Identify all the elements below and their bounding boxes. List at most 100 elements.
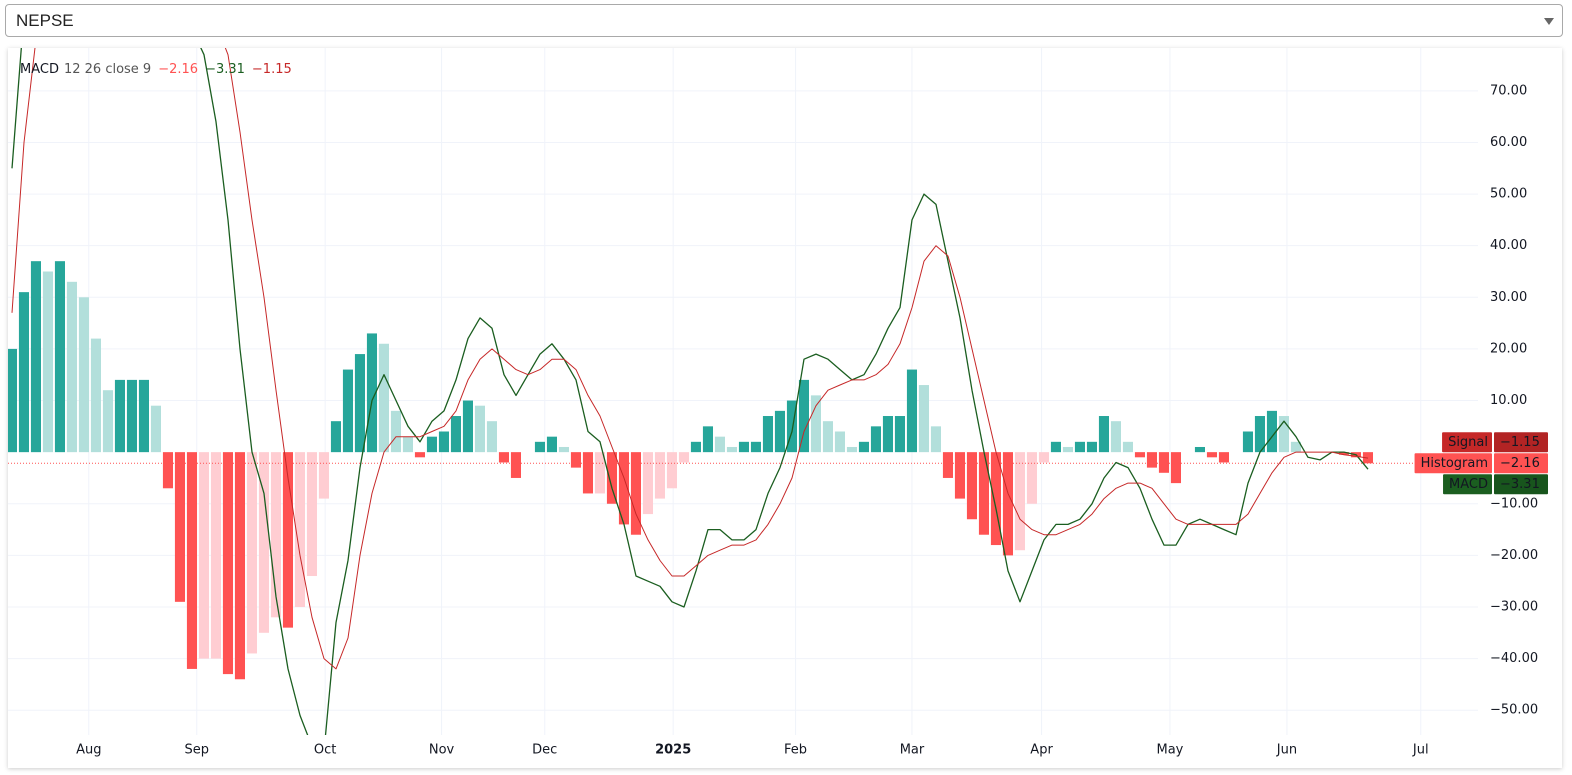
y-tick-label: −20.00 bbox=[1490, 548, 1538, 563]
histogram-bar bbox=[510, 452, 521, 478]
x-tick-label: Sep bbox=[185, 743, 210, 758]
histogram-bar bbox=[414, 452, 425, 458]
histogram-bar bbox=[474, 405, 485, 453]
x-tick-label: Feb bbox=[784, 743, 807, 758]
histogram-bar bbox=[702, 426, 713, 453]
y-tick-label: −40.00 bbox=[1490, 651, 1538, 666]
histogram-bar bbox=[102, 390, 113, 453]
histogram-bar bbox=[666, 452, 677, 489]
y-tick-label: −10.00 bbox=[1490, 496, 1538, 511]
axes: 70.00 60.00 50.00 40.00 30.00 20.00 10.00 −10.0… bbox=[76, 83, 1538, 757]
histogram-bar bbox=[1266, 410, 1277, 453]
histogram-bar bbox=[942, 452, 953, 478]
histogram-bar bbox=[8, 348, 17, 453]
tag-name: Histogram bbox=[1421, 456, 1488, 471]
histogram-bar bbox=[366, 333, 377, 453]
y-tick-label: 70.00 bbox=[1490, 83, 1527, 98]
histogram-bar bbox=[1050, 441, 1061, 453]
histogram-bar bbox=[1026, 452, 1037, 504]
histogram-bar bbox=[426, 436, 437, 453]
histogram-bar bbox=[114, 379, 125, 453]
legend-value: −2.16 bbox=[158, 62, 198, 77]
histogram-bar bbox=[534, 441, 545, 453]
histogram-bar bbox=[498, 452, 509, 463]
histogram-bar bbox=[978, 452, 989, 535]
series-line bbox=[11, 48, 1369, 670]
histogram-bar bbox=[762, 416, 773, 453]
histogram-bar bbox=[1290, 441, 1301, 453]
histogram-bar bbox=[150, 405, 161, 453]
histogram-bar bbox=[930, 426, 941, 453]
histogram-bar bbox=[774, 410, 785, 453]
histogram-bar bbox=[558, 446, 569, 453]
histogram-bar bbox=[642, 452, 653, 515]
histogram-bar bbox=[90, 338, 101, 453]
legend-params: 12 26 close 9 bbox=[64, 62, 151, 77]
x-tick-label: Mar bbox=[900, 743, 925, 758]
x-tick-label: 2025 bbox=[655, 743, 691, 758]
histogram-bar bbox=[990, 452, 1001, 546]
histogram-bar bbox=[30, 261, 41, 453]
histogram-bar bbox=[294, 452, 305, 607]
histogram-bar bbox=[630, 452, 641, 535]
histogram-bar bbox=[798, 379, 809, 453]
histogram-bar bbox=[846, 446, 857, 453]
histogram-bar bbox=[618, 452, 629, 525]
histogram-bar bbox=[162, 452, 173, 489]
price-tags: Histogram −2.16 MACD −3.31 Signal −1.15 bbox=[1414, 432, 1548, 495]
histogram-bar bbox=[1170, 452, 1181, 484]
histogram-bar bbox=[282, 452, 293, 628]
histogram-bar bbox=[1242, 431, 1253, 453]
y-tick-label: 60.00 bbox=[1490, 135, 1527, 150]
histogram-bar bbox=[270, 452, 281, 618]
histogram-bar bbox=[918, 385, 929, 453]
symbol-value: NEPSE bbox=[16, 11, 74, 30]
histogram-bar bbox=[246, 452, 257, 654]
histogram-bar bbox=[810, 395, 821, 453]
histogram-bar bbox=[834, 431, 845, 453]
histogram-bar bbox=[1206, 452, 1217, 458]
dropdown-arrow bbox=[1544, 18, 1554, 25]
histogram-bar bbox=[546, 436, 557, 453]
histogram-bar bbox=[1110, 421, 1121, 453]
x-tick-label: Aug bbox=[76, 743, 101, 758]
histogram-bar bbox=[234, 452, 245, 680]
histogram-bar bbox=[726, 446, 737, 453]
histogram-bar bbox=[54, 261, 65, 453]
histogram-bar bbox=[570, 452, 581, 468]
histogram-bar bbox=[18, 292, 29, 453]
histogram-bar bbox=[258, 452, 269, 633]
symbol-select[interactable]: NEPSE bbox=[5, 4, 1563, 37]
histogram-bar bbox=[306, 452, 317, 577]
histogram-bar bbox=[1014, 452, 1025, 551]
histogram-bar bbox=[954, 452, 965, 499]
histogram-bar bbox=[66, 281, 77, 453]
histogram-bar bbox=[1278, 416, 1289, 453]
histogram-bar bbox=[606, 452, 617, 504]
tag-name: MACD bbox=[1449, 477, 1488, 492]
y-tick-label: 50.00 bbox=[1490, 187, 1527, 202]
histogram-bar bbox=[462, 400, 473, 453]
y-tick-label: −50.00 bbox=[1490, 703, 1538, 718]
plot-area bbox=[8, 48, 1478, 735]
chart-panel bbox=[8, 48, 1562, 768]
histogram-bar bbox=[174, 452, 185, 602]
histogram-bar bbox=[486, 421, 497, 453]
histogram-bar bbox=[42, 271, 53, 453]
histogram-bar bbox=[210, 452, 221, 659]
histogram-bar bbox=[1122, 441, 1133, 453]
x-tick-label: Apr bbox=[1030, 743, 1053, 758]
histogram-bar bbox=[138, 379, 149, 453]
histogram-bar bbox=[966, 452, 977, 520]
histogram-bar bbox=[678, 452, 689, 463]
y-tick-label: 30.00 bbox=[1490, 290, 1527, 305]
tag-name-bg bbox=[1443, 474, 1492, 495]
histogram-bar bbox=[906, 369, 917, 453]
histogram-bar bbox=[1002, 452, 1013, 556]
histogram-bar bbox=[1158, 452, 1169, 473]
histogram-bar bbox=[654, 452, 665, 499]
histogram-bar bbox=[1254, 416, 1265, 453]
histogram-bar bbox=[1038, 452, 1049, 463]
